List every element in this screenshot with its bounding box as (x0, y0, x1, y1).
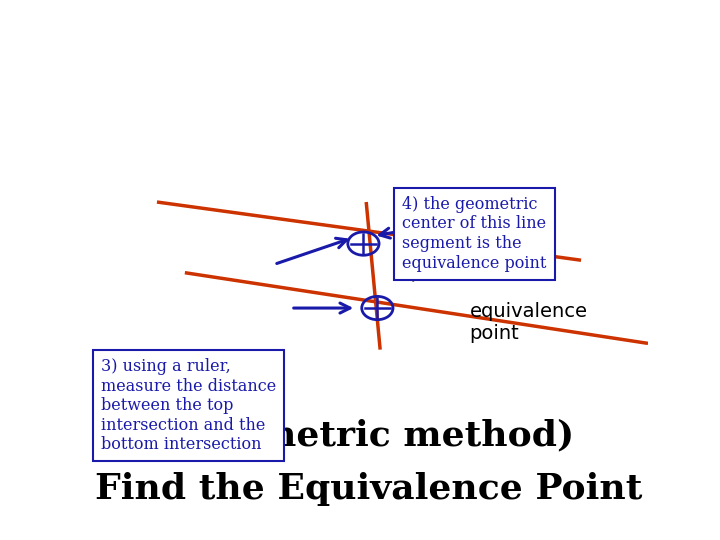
Text: 4) the geometric
center of this line
segment is the
equivalence point: 4) the geometric center of this line seg… (402, 196, 547, 272)
Text: (Geometric method): (Geometric method) (163, 418, 575, 452)
Text: 3) using a ruler,
measure the distance
between the top
intersection and the
bott: 3) using a ruler, measure the distance b… (101, 358, 276, 454)
Text: equivalence
point: equivalence point (469, 302, 588, 343)
Text: Find the Equivalence Point: Find the Equivalence Point (95, 472, 643, 507)
